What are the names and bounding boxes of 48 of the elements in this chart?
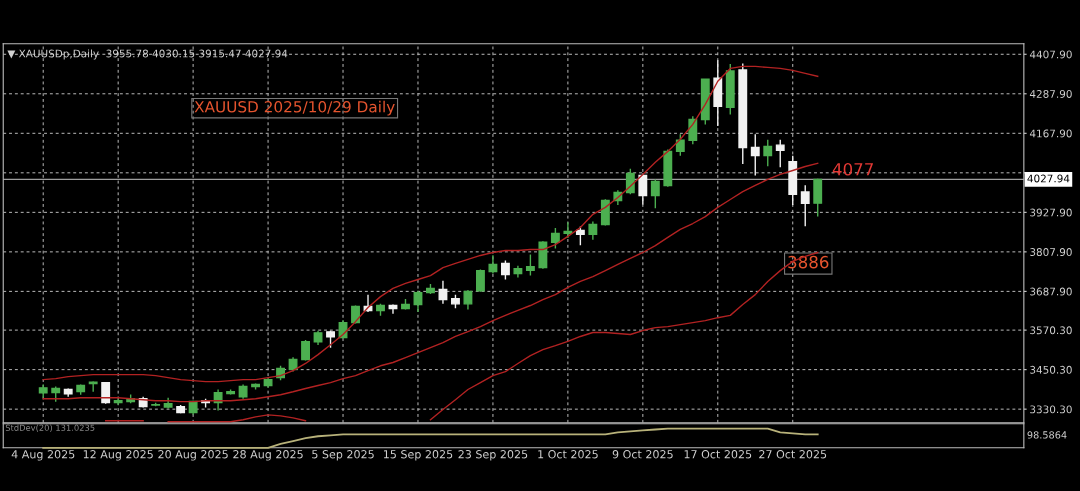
- text: 4077: [832, 162, 873, 176]
- x-tick-label: 12 Aug 2025: [83, 450, 153, 461]
- candlestick: [488, 254, 498, 275]
- text: 98.5864: [1027, 431, 1067, 439]
- candlestick: [301, 339, 310, 362]
- candlestick: [688, 115, 698, 145]
- y-tick-label: 3450.30: [1030, 365, 1072, 374]
- y-tick-label: 4167.90: [1029, 129, 1072, 138]
- candlestick: [525, 253, 535, 277]
- candlestick: [550, 227, 560, 250]
- annotation: 3886: [788, 255, 829, 269]
- y-tick-label: 3687.90: [1030, 287, 1072, 296]
- candlestick: [813, 177, 823, 218]
- candlestick: [638, 172, 648, 206]
- text: ▼ XAUUSDp,Daily 3955.78 4030.15 3915.47 4027.94: [7, 49, 288, 60]
- annotation: XAUUSD 2025/10/29 Daily: [194, 100, 395, 116]
- candlestick: [500, 259, 510, 281]
- x-tick-label: 20 Aug 2025: [158, 450, 228, 461]
- candlestick: [101, 381, 111, 405]
- candlestick: [625, 168, 635, 195]
- candlestick: [463, 289, 473, 311]
- candlestick: [588, 220, 598, 241]
- candlestick: [675, 133, 685, 157]
- candlestick: [650, 178, 660, 210]
- x-tick-label: 17 Oct 2025: [684, 450, 752, 459]
- candlestick: [575, 225, 585, 246]
- y-tick-label: 3927.90: [1030, 208, 1072, 217]
- x-tick-label: 1 Oct 2025: [538, 450, 598, 459]
- y-tick-label: 4407.90: [1029, 50, 1072, 59]
- x-tick-label: 4 Aug 2025: [11, 450, 75, 461]
- y-tick-label: 3807.90: [1030, 248, 1072, 256]
- ref-line-label: 4027.94: [1027, 174, 1070, 183]
- x-tick-label: 9 Oct 2025: [612, 450, 673, 459]
- candlestick: [413, 289, 423, 313]
- x-tick-label: 28 Aug 2025: [233, 450, 303, 461]
- candlestick: [800, 184, 810, 227]
- x-tick-label: 27 Oct 2025: [759, 450, 827, 459]
- y-tick-label: 4287.90: [1029, 90, 1072, 98]
- candlestick: [775, 139, 785, 168]
- candlestick: [763, 139, 773, 167]
- x-tick-label: 23 Sep 2025: [458, 450, 528, 461]
- x-tick-label: 5 Sep 2025: [312, 450, 374, 461]
- x-tick-label: 15 Sep 2025: [383, 450, 453, 461]
- y-tick-label: 3570.30: [1030, 326, 1072, 335]
- candlestick: [750, 133, 760, 177]
- chart-title: StdDev(20) 131.0235: [5, 424, 95, 432]
- y-tick-label: 3330.30: [1030, 405, 1072, 414]
- candlestick: [563, 221, 573, 239]
